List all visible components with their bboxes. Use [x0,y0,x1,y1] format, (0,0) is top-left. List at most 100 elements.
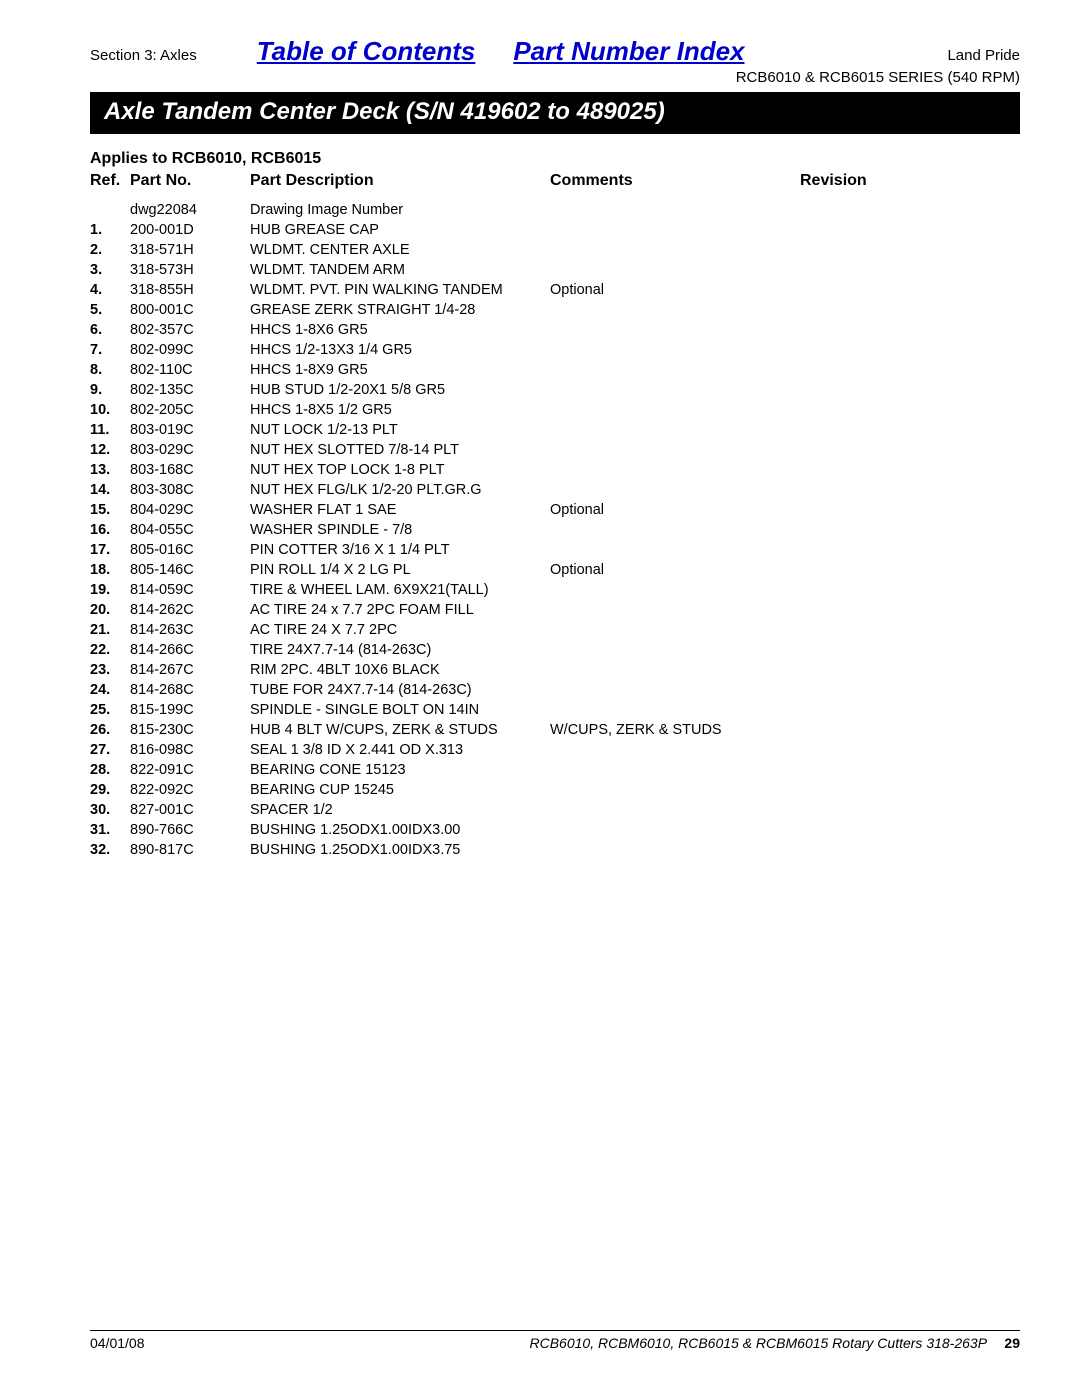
cell-rev [800,280,1020,300]
footer-page-number: 29 [1004,1335,1020,1351]
cell-ref: 16. [90,520,130,540]
cell-ref [90,200,130,220]
cell-comments: W/CUPS, ZERK & STUDS [550,720,800,740]
table-row: 30.827-001CSPACER 1/2 [90,800,1020,820]
cell-comments [550,440,800,460]
table-row: 21.814-263CAC TIRE 24 X 7.7 2PC [90,620,1020,640]
cell-part: 802-135C [130,380,250,400]
table-row: 8.802-110CHHCS 1-8X9 GR5 [90,360,1020,380]
cell-rev [800,540,1020,560]
cell-ref: 17. [90,540,130,560]
cell-ref: 28. [90,760,130,780]
cell-rev [800,600,1020,620]
cell-part: 318-573H [130,260,250,280]
cell-desc: TUBE FOR 24X7.7-14 (814-263C) [250,680,550,700]
cell-desc: AC TIRE 24 X 7.7 2PC [250,620,550,640]
cell-ref: 25. [90,700,130,720]
cell-comments [550,320,800,340]
cell-part: 814-268C [130,680,250,700]
cell-ref: 9. [90,380,130,400]
cell-part: 827-001C [130,800,250,820]
table-row: 4.318-855HWLDMT. PVT. PIN WALKING TANDEM… [90,280,1020,300]
cell-ref: 26. [90,720,130,740]
table-row: 17.805-016CPIN COTTER 3/16 X 1 1/4 PLT [90,540,1020,560]
cell-ref: 30. [90,800,130,820]
cell-rev [800,240,1020,260]
cell-comments [550,680,800,700]
cell-part: 200-001D [130,220,250,240]
table-row: 29.822-092CBEARING CUP 15245 [90,780,1020,800]
cell-comments [550,240,800,260]
cell-part: 803-308C [130,480,250,500]
cell-desc: PIN COTTER 3/16 X 1 1/4 PLT [250,540,550,560]
cell-comments [550,340,800,360]
cell-ref: 13. [90,460,130,480]
cell-rev [800,220,1020,240]
cell-part: 802-357C [130,320,250,340]
cell-ref: 6. [90,320,130,340]
cell-rev [800,200,1020,220]
cell-part: 803-019C [130,420,250,440]
cell-comments [550,580,800,600]
cell-rev [800,840,1020,860]
cell-ref: 12. [90,440,130,460]
cell-rev [800,640,1020,660]
table-row: 27.816-098CSEAL 1 3/8 ID X 2.441 OD X.31… [90,740,1020,760]
cell-desc: RIM 2PC. 4BLT 10X6 BLACK [250,660,550,680]
applies-to-label: Applies to RCB6010, RCB6015 [90,150,1020,168]
col-header-desc: Part Description [250,172,550,190]
table-row: 23.814-267CRIM 2PC. 4BLT 10X6 BLACK [90,660,1020,680]
cell-desc: GREASE ZERK STRAIGHT 1/4-28 [250,300,550,320]
table-row: 20.814-262CAC TIRE 24 x 7.7 2PC FOAM FIL… [90,600,1020,620]
cell-ref: 2. [90,240,130,260]
cell-comments [550,520,800,540]
table-row: 3.318-573HWLDMT. TANDEM ARM [90,260,1020,280]
cell-rev [800,760,1020,780]
table-row: 2.318-571HWLDMT. CENTER AXLE [90,240,1020,260]
cell-rev [800,700,1020,720]
cell-comments [550,600,800,620]
cell-comments [550,360,800,380]
cell-part: 815-199C [130,700,250,720]
footer-doc: RCB6010, RCBM6010, RCB6015 & RCBM6015 Ro… [529,1335,1020,1351]
cell-rev [800,360,1020,380]
cell-comments [550,200,800,220]
cell-rev [800,520,1020,540]
cell-desc: TIRE & WHEEL LAM. 6X9X21(TALL) [250,580,550,600]
cell-desc: AC TIRE 24 x 7.7 2PC FOAM FILL [250,600,550,620]
page-title-bar: Axle Tandem Center Deck (S/N 419602 to 4… [90,92,1020,134]
cell-ref: 10. [90,400,130,420]
part-number-index-link[interactable]: Part Number Index [513,36,744,67]
cell-comments [550,660,800,680]
col-header-part: Part No. [130,172,250,190]
cell-comments [550,780,800,800]
table-of-contents-link[interactable]: Table of Contents [257,36,476,67]
cell-comments [550,260,800,280]
cell-desc: BEARING CONE 15123 [250,760,550,780]
cell-part: 814-263C [130,620,250,640]
cell-rev [800,380,1020,400]
cell-desc: HHCS 1/2-13X3 1/4 GR5 [250,340,550,360]
cell-comments [550,760,800,780]
parts-rows-container: dwg22084Drawing Image Number1.200-001DHU… [90,200,1020,860]
cell-comments [550,460,800,480]
cell-part: 318-571H [130,240,250,260]
cell-desc: WASHER SPINDLE - 7/8 [250,520,550,540]
cell-comments [550,220,800,240]
cell-part: 802-110C [130,360,250,380]
table-row: 24.814-268CTUBE FOR 24X7.7-14 (814-263C) [90,680,1020,700]
table-row: 5.800-001CGREASE ZERK STRAIGHT 1/4-28 [90,300,1020,320]
table-row: dwg22084Drawing Image Number [90,200,1020,220]
cell-desc: NUT HEX FLG/LK 1/2-20 PLT.GR.G [250,480,550,500]
cell-comments [550,420,800,440]
col-header-ref: Ref. [90,172,130,190]
cell-rev [800,460,1020,480]
cell-desc: NUT HEX TOP LOCK 1-8 PLT [250,460,550,480]
cell-part: 890-817C [130,840,250,860]
table-row: 13.803-168CNUT HEX TOP LOCK 1-8 PLT [90,460,1020,480]
table-row: 26.815-230CHUB 4 BLT W/CUPS, ZERK & STUD… [90,720,1020,740]
cell-part: 815-230C [130,720,250,740]
cell-ref: 23. [90,660,130,680]
cell-ref: 18. [90,560,130,580]
cell-ref: 11. [90,420,130,440]
